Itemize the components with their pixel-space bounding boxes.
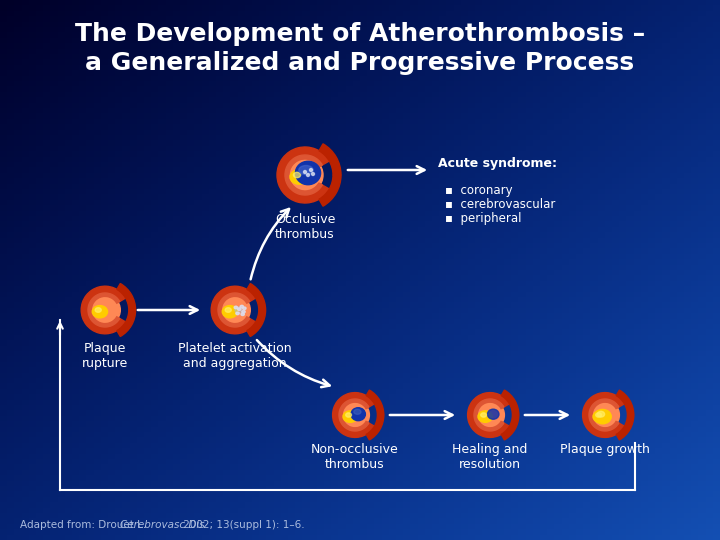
Ellipse shape [236,312,239,315]
Ellipse shape [476,401,505,429]
Wedge shape [285,155,323,195]
Ellipse shape [220,295,251,325]
Wedge shape [501,415,519,440]
Ellipse shape [299,165,313,174]
Wedge shape [218,293,250,327]
Wedge shape [117,310,135,336]
Wedge shape [211,286,256,334]
Text: Acute syndrome:: Acute syndrome: [438,157,557,170]
Ellipse shape [95,308,102,312]
Text: Plaque growth: Plaque growth [560,443,650,456]
Ellipse shape [235,307,242,313]
Text: Occlusive
thrombus: Occlusive thrombus [275,213,336,241]
Ellipse shape [487,409,499,419]
Ellipse shape [478,411,492,422]
Ellipse shape [222,306,238,318]
Wedge shape [582,393,624,437]
Wedge shape [616,390,634,415]
Ellipse shape [341,401,369,429]
Ellipse shape [240,305,243,308]
Ellipse shape [595,413,601,417]
Wedge shape [467,393,509,437]
Ellipse shape [590,401,619,429]
Text: Platelet activation
and aggregation: Platelet activation and aggregation [178,342,292,370]
Ellipse shape [598,411,605,417]
Ellipse shape [234,306,238,309]
Wedge shape [81,286,125,334]
Ellipse shape [594,409,611,424]
Ellipse shape [593,411,608,422]
Ellipse shape [295,161,320,185]
Wedge shape [474,399,504,431]
Wedge shape [277,147,329,203]
Ellipse shape [287,157,323,193]
Ellipse shape [310,168,312,172]
Ellipse shape [312,172,315,176]
Wedge shape [117,284,135,310]
Ellipse shape [225,308,231,312]
Text: Adapted from: Drouet L.: Adapted from: Drouet L. [20,520,150,530]
Text: ▪  cerebrovascular: ▪ cerebrovascular [445,198,555,211]
Wedge shape [247,310,266,336]
Ellipse shape [346,413,351,417]
Text: ▪  coronary: ▪ coronary [445,184,513,197]
Ellipse shape [90,295,120,325]
Wedge shape [319,144,341,175]
Text: 2002; 13(suppl 1): 1–6.: 2002; 13(suppl 1): 1–6. [179,520,305,530]
Ellipse shape [92,306,107,318]
Wedge shape [247,284,266,310]
Ellipse shape [243,307,246,309]
Ellipse shape [304,171,307,173]
Ellipse shape [481,413,487,417]
Ellipse shape [242,310,246,313]
Wedge shape [88,293,120,327]
Wedge shape [333,393,374,437]
Text: Non-occlusive
thrombus: Non-occlusive thrombus [311,443,399,471]
Text: Plaque
rupture: Plaque rupture [82,342,128,370]
Text: ▪  peripheral: ▪ peripheral [445,212,521,225]
Ellipse shape [241,313,244,315]
Ellipse shape [238,308,241,310]
Wedge shape [319,175,341,206]
Wedge shape [501,390,519,415]
Ellipse shape [354,409,361,414]
Text: Healing and
resolution: Healing and resolution [452,443,528,471]
Ellipse shape [351,408,365,421]
Text: The Development of Atherothrombosis –
a Generalized and Progressive Process: The Development of Atherothrombosis – a … [75,22,645,75]
Ellipse shape [290,170,308,184]
Ellipse shape [343,411,357,422]
Wedge shape [616,415,634,440]
Wedge shape [366,390,384,415]
Wedge shape [339,399,369,431]
Ellipse shape [294,172,301,178]
Text: Cerebrovasc Dis: Cerebrovasc Dis [120,520,204,530]
Ellipse shape [307,173,310,177]
Wedge shape [589,399,619,431]
Wedge shape [366,415,384,440]
